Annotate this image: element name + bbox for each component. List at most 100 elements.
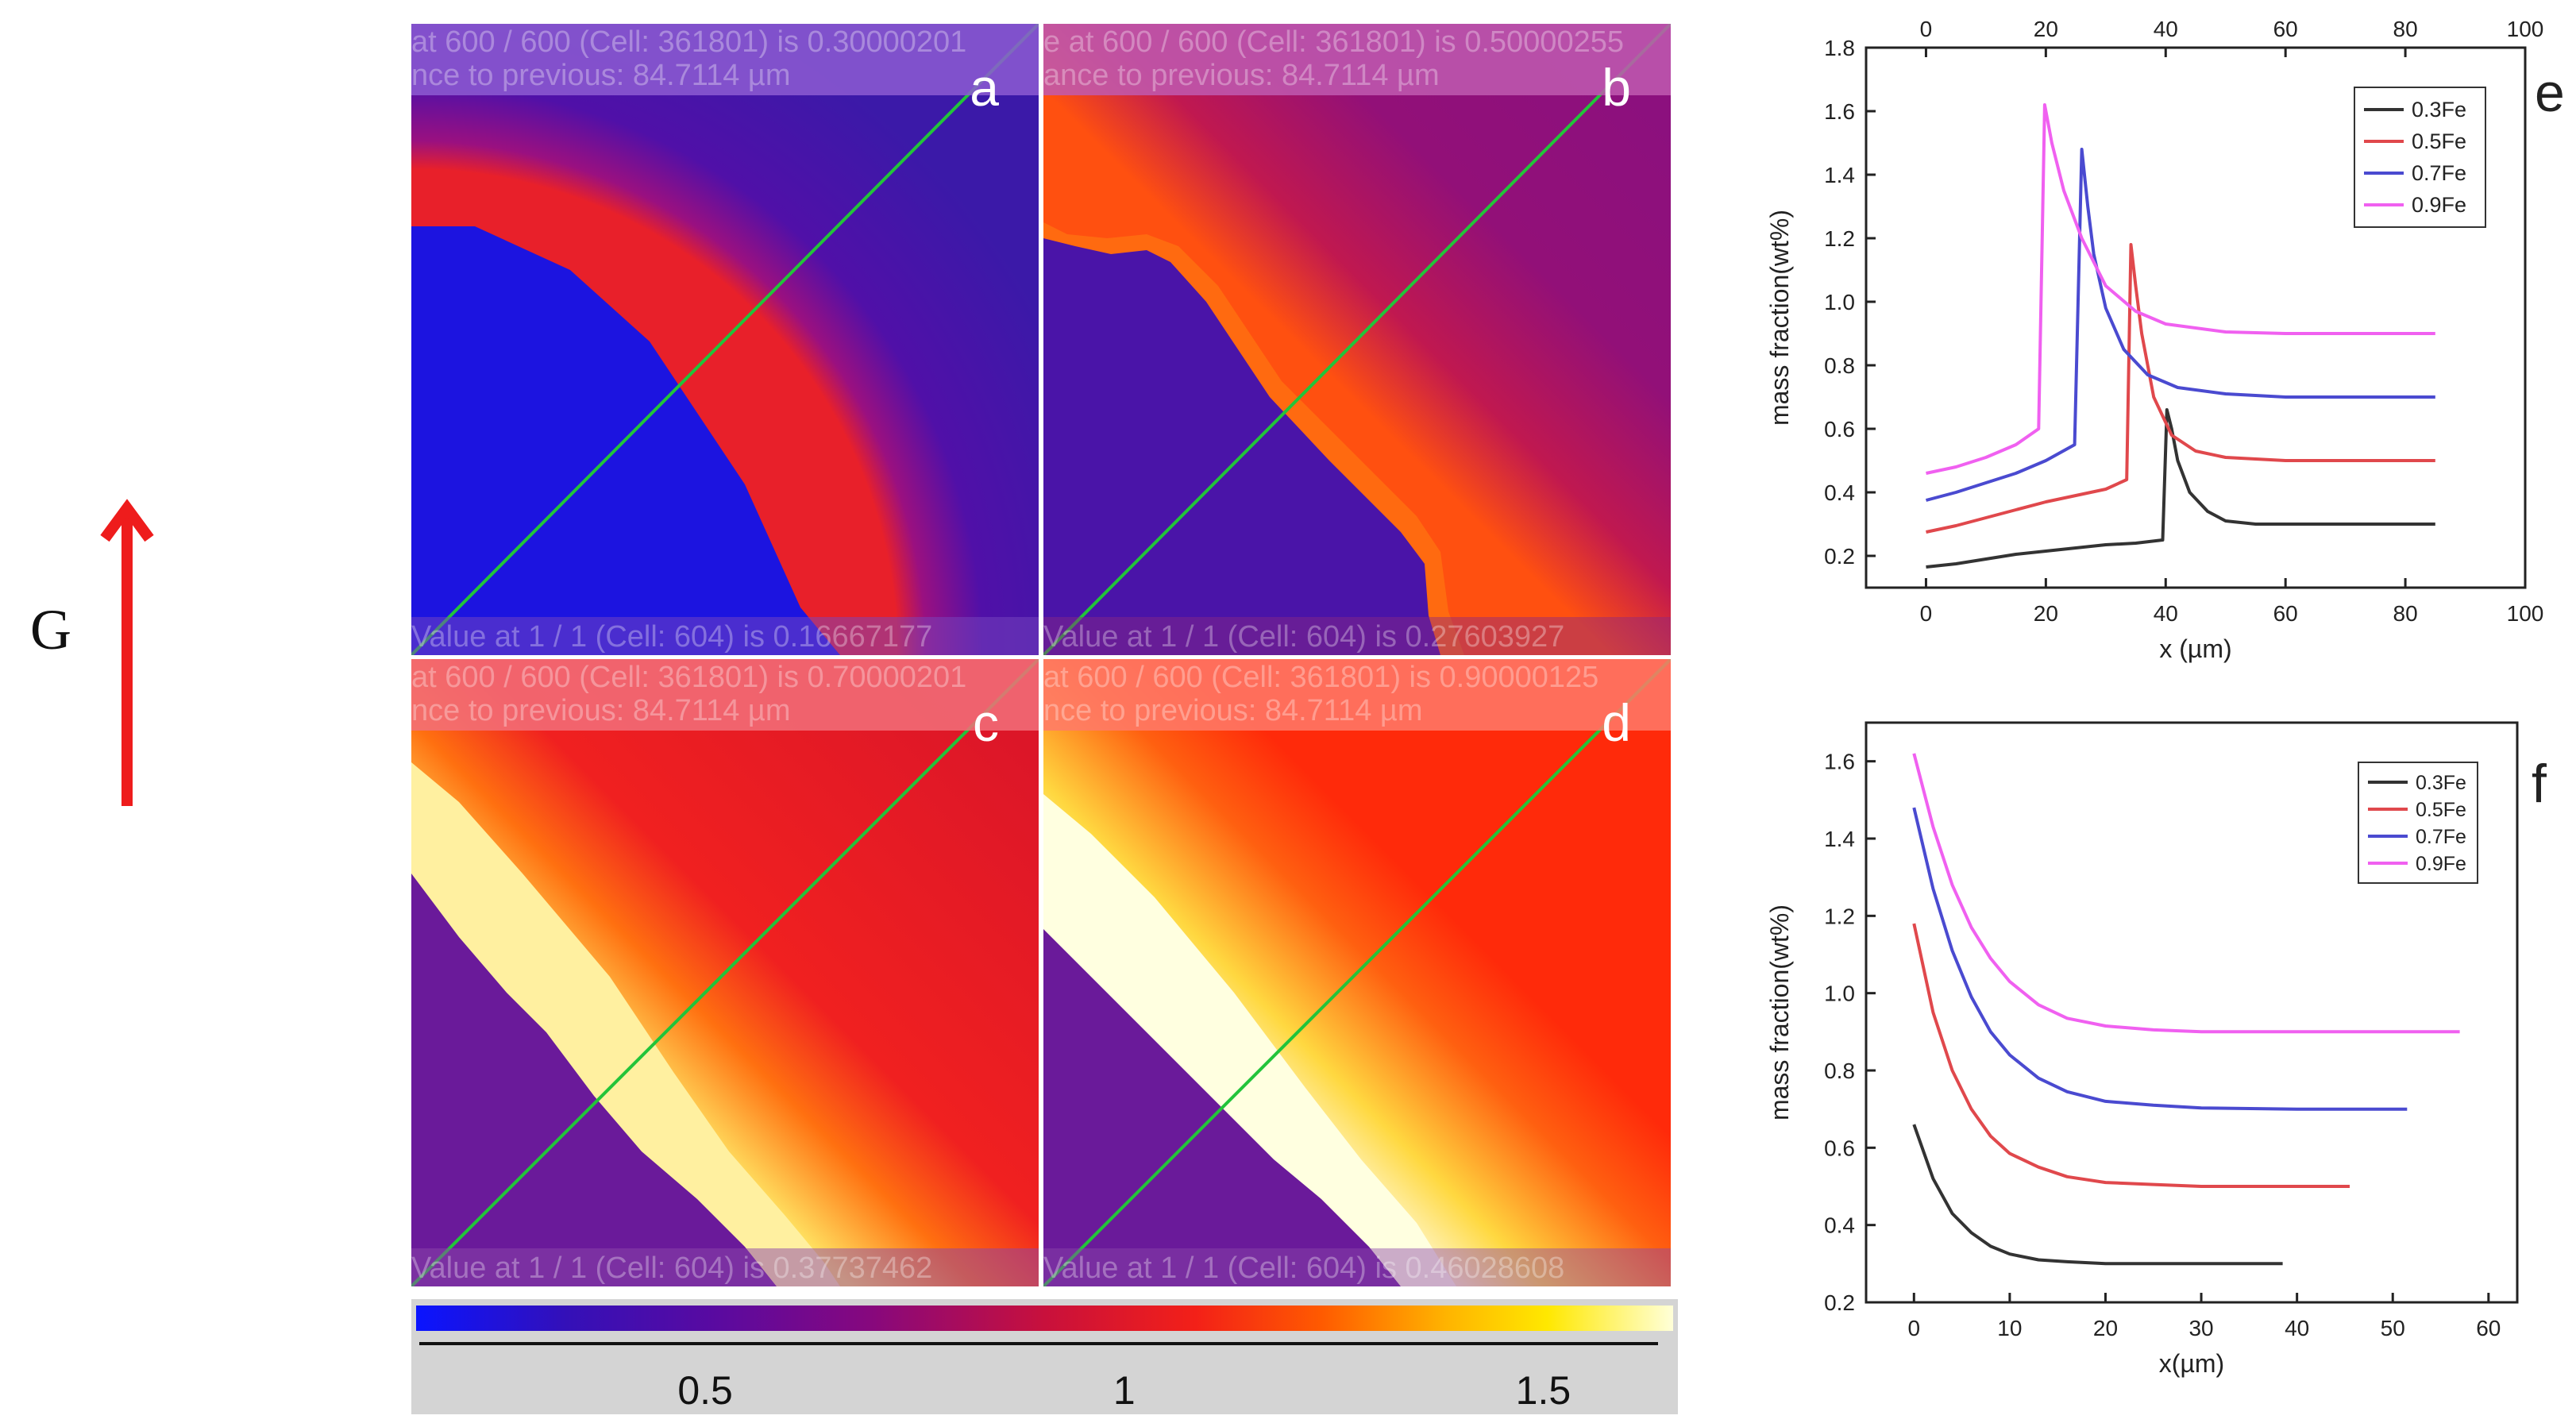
plot-frame [1865, 721, 2519, 1304]
x-tick-label: 30 [2188, 1316, 2213, 1340]
panel-a: at 600 / 600 (Cell: 361801) is 0.3000020… [411, 24, 1039, 655]
probe-overlay-bottom: Value at 1 / 1 (Cell: 604) is 0.27603927 [1043, 617, 1671, 655]
x-tick-label: 40 [2285, 1316, 2309, 1340]
y-tick-label: 0.4 [1824, 1213, 1855, 1238]
y-tick-label: 0.4 [1824, 480, 1855, 505]
series-line-0.5Fe [1926, 243, 2435, 534]
y-tick-label: 0.8 [1824, 353, 1855, 378]
x-tick-label: 0 [1908, 1316, 1921, 1340]
x-tick-label: 60 [2476, 1316, 2501, 1340]
top-tick-label: 0 [1920, 17, 1933, 41]
panel-b: e at 600 / 600 (Cell: 361801) is 0.50000… [1043, 24, 1671, 655]
legend-label: 0.5Fe [2416, 799, 2466, 821]
y-tick-label: 1.2 [1824, 226, 1855, 251]
gradient-label: G [30, 598, 71, 661]
y-tick-label: 1.2 [1824, 904, 1855, 928]
chart-f: 0 10 20 30 40 50 60 0.2 0.4 0.6 0.8 1.0 1.2 1.4 1.6 x(µ… [1765, 721, 2547, 1378]
concentration-map-b [1043, 24, 1671, 655]
x-tick-label: 0 [1920, 601, 1933, 626]
concentration-map-a [411, 24, 1039, 655]
panel-c: at 600 / 600 (Cell: 361801) is 0.7000020… [411, 659, 1039, 1286]
probe-overlay-bottom: Value at 1 / 1 (Cell: 604) is 0.16667177 [411, 617, 1039, 655]
legend-label: 0.3Fe [2412, 98, 2466, 121]
y-tick-label: 0.2 [1824, 1290, 1855, 1315]
colorbar: 0.5 1 1.5 [411, 1299, 1678, 1414]
probe-start-value: Value at 1 / 1 (Cell: 604) is 0.37737462 [411, 1252, 933, 1285]
x-tick-label: 50 [2381, 1316, 2405, 1340]
y-tick-label: 0.8 [1824, 1059, 1855, 1083]
panel-d: at 600 / 600 (Cell: 361801) is 0.9000012… [1043, 659, 1671, 1286]
x-axis-label: x (µm) [2159, 634, 2231, 663]
series-line-0.3Fe [1926, 408, 2435, 569]
legend-label: 0.9Fe [2412, 193, 2466, 217]
y-tick-label: 0.6 [1824, 417, 1855, 442]
colorbar-axis [419, 1342, 1658, 1345]
legend-label: 0.5Fe [2412, 129, 2466, 153]
panel-label: c [973, 693, 999, 752]
legend-label: 0.3Fe [2416, 772, 2466, 794]
y-tick-label: 1.0 [1824, 982, 1855, 1006]
panel-label: e [2535, 63, 2565, 123]
probe-overlay-bottom: Value at 1 / 1 (Cell: 604) is 0.37737462 [411, 1248, 1039, 1286]
x-tick-label: 60 [2273, 601, 2298, 626]
legend-label: 0.9Fe [2416, 853, 2466, 875]
panel-label: b [1602, 58, 1631, 117]
top-tick-label: 20 [2034, 17, 2058, 41]
probe-overlay-top: at 600 / 600 (Cell: 361801) is 0.9000012… [1043, 659, 1671, 731]
series-line-0.9Fe [1926, 103, 2435, 475]
probe-overlay-top: at 600 / 600 (Cell: 361801) is 0.7000020… [411, 659, 1039, 731]
probe-end-value: at 600 / 600 (Cell: 361801) is 0.9000012… [1043, 661, 1599, 694]
x-tick-label: 40 [2154, 601, 2178, 626]
top-tick-label: 40 [2154, 17, 2178, 41]
series-line-0.9Fe [1912, 753, 2460, 1034]
concentration-map-d [1043, 659, 1671, 1286]
colorbar-tick: 1.5 [1515, 1368, 1571, 1413]
top-tick-label: 60 [2273, 17, 2298, 41]
top-tick-label: 80 [2393, 17, 2418, 41]
y-tick-label: 1.6 [1824, 750, 1855, 774]
y-tick-label: 0.2 [1824, 544, 1855, 569]
series-line-0.3Fe [1912, 1124, 2283, 1266]
y-tick-label: 1.0 [1824, 290, 1855, 314]
series-line-0.5Fe [1912, 923, 2350, 1188]
x-tick-label: 80 [2393, 601, 2418, 626]
probe-distance: nce to previous: 84.7114 µm [1043, 694, 1423, 727]
probe-end-value: e at 600 / 600 (Cell: 361801) is 0.50000… [1043, 25, 1624, 59]
y-tick-label: 1.8 [1824, 36, 1855, 60]
panel-label: d [1602, 693, 1631, 752]
concentration-map-c [411, 659, 1039, 1286]
probe-distance: nce to previous: 84.7114 µm [411, 59, 791, 92]
y-tick-label: 1.6 [1824, 99, 1855, 124]
y-axis-label: mass fraction(wt%) [1765, 904, 1794, 1120]
probe-start-value: Value at 1 / 1 (Cell: 604) is 0.27603927 [1043, 620, 1565, 654]
probe-overlay-top: at 600 / 600 (Cell: 361801) is 0.3000020… [411, 24, 1039, 95]
y-tick-label: 1.4 [1824, 163, 1855, 187]
x-tick-label: 20 [2093, 1316, 2118, 1340]
legend-label: 0.7Fe [2416, 826, 2466, 848]
panel-label: f [2532, 754, 2547, 814]
y-tick-label: 0.6 [1824, 1136, 1855, 1160]
top-tick-label: 100 [2507, 17, 2544, 41]
y-axis-label: mass fraction(wt%) [1765, 210, 1794, 426]
colorbar-gradient [416, 1306, 1673, 1331]
y-tick-label: 1.4 [1824, 827, 1855, 851]
probe-start-value: Value at 1 / 1 (Cell: 604) is 0.16667177 [411, 620, 933, 654]
probe-overlay-top: e at 600 / 600 (Cell: 361801) is 0.50000… [1043, 24, 1671, 95]
probe-start-value: Value at 1 / 1 (Cell: 604) is 0.46028608 [1043, 1252, 1565, 1285]
series-line-0.7Fe [1925, 148, 2435, 502]
probe-distance: nce to previous: 84.7114 µm [411, 694, 791, 727]
series-line-0.7Fe [1912, 807, 2408, 1111]
probe-end-value: at 600 / 600 (Cell: 361801) is 0.3000020… [411, 25, 967, 59]
probe-end-value: at 600 / 600 (Cell: 361801) is 0.7000020… [411, 661, 967, 694]
x-tick-label: 100 [2507, 601, 2544, 626]
colorbar-tick: 1 [1113, 1368, 1136, 1413]
probe-overlay-bottom: Value at 1 / 1 (Cell: 604) is 0.46028608 [1043, 1248, 1671, 1286]
x-tick-label: 20 [2034, 601, 2058, 626]
x-tick-label: 10 [1997, 1316, 2022, 1340]
colorbar-tick: 0.5 [677, 1368, 733, 1413]
probe-distance: ance to previous: 84.7114 µm [1043, 59, 1440, 92]
panel-label: a [970, 58, 999, 117]
chart-e: 0 20 40 60 80 100 0 20 40 60 80 100 0.2 0.4 0.6 0.8 1.0 1… [1765, 17, 2565, 663]
x-axis-label: x(µm) [2159, 1349, 2224, 1378]
legend-label: 0.7Fe [2412, 161, 2466, 185]
